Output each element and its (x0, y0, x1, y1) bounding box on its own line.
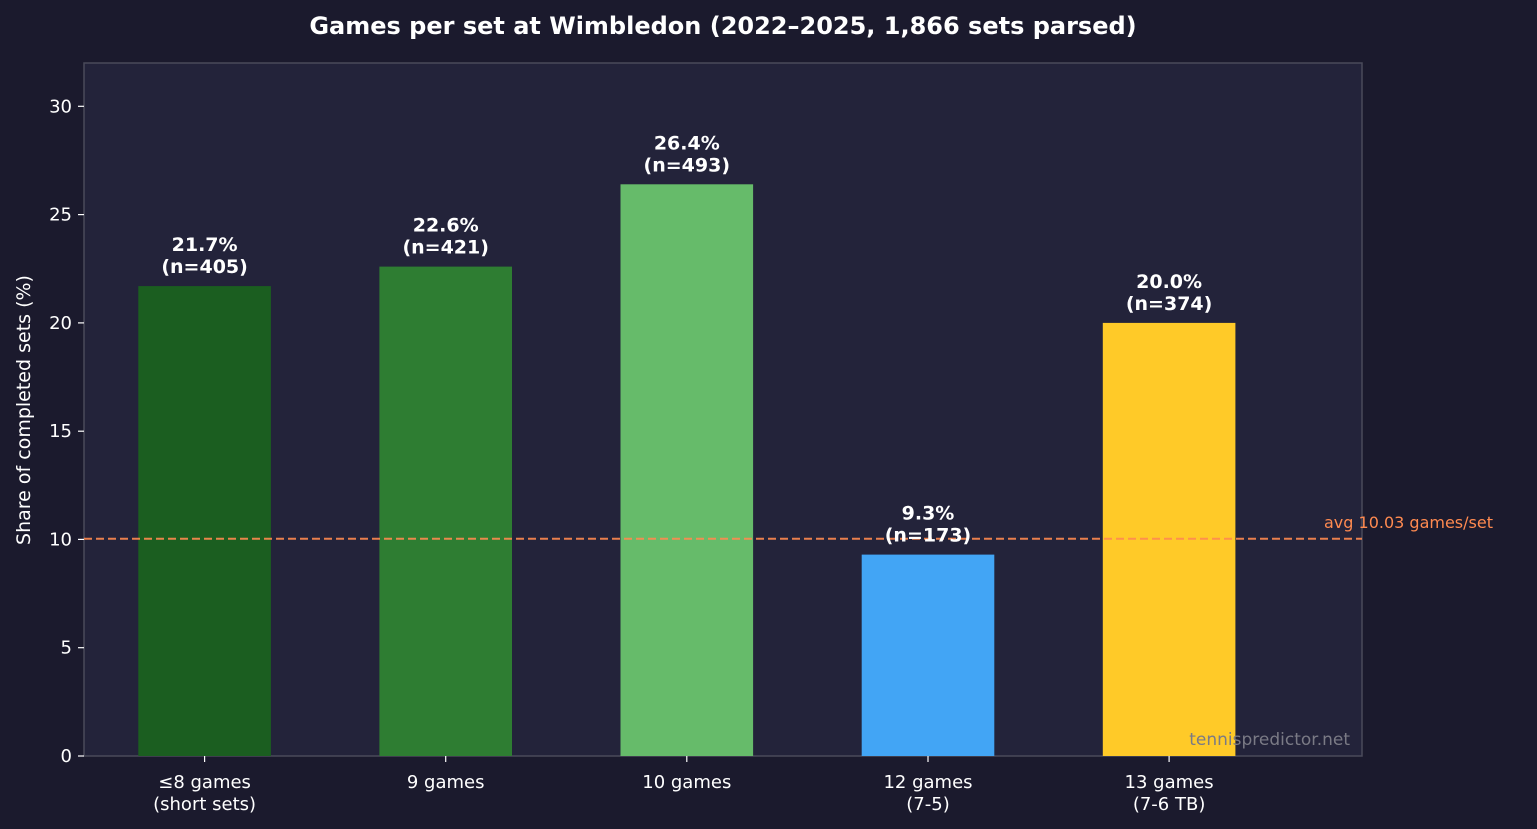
x-tick-label-line: 13 games (1125, 772, 1214, 793)
y-axis-label: Share of completed sets (%) (13, 275, 35, 545)
y-tick-label: 5 (61, 638, 72, 659)
bar-value-label: 22.6% (413, 215, 479, 237)
bar (138, 286, 271, 756)
watermark: tennispredictor.net (1189, 730, 1350, 750)
bar-value-label: 26.4% (654, 132, 720, 154)
x-tick-label-line: (7-6 TB) (1133, 794, 1206, 815)
y-tick-label: 20 (49, 313, 72, 334)
x-axis: ≤8 games (short sets) 9 games 10 games 12 ga… (153, 756, 1214, 815)
x-tick-label: ≤8 games (short sets) (153, 772, 256, 815)
bar-value-label: 21.7% (172, 234, 238, 256)
x-tick-label-line: 9 games (407, 772, 485, 793)
x-tick-label-line: 12 games (883, 772, 972, 793)
bar-labels: 21.7%(n=405) 22.6%(n=421) 26.4%(n=493) 9.3%… (161, 132, 1212, 546)
y-tick-label: 15 (49, 421, 72, 442)
x-tick-label-line: (short sets) (153, 794, 256, 815)
x-tick-label: 10 games (642, 772, 731, 793)
bar-count-label: (n=374) (1126, 293, 1212, 315)
x-tick-label-line: (7-5) (906, 794, 949, 815)
reference-line-group: avg 10.03 games/set (84, 513, 1493, 540)
bar (379, 266, 512, 756)
y-tick-label: 0 (61, 746, 72, 767)
y-tick-label: 30 (49, 96, 72, 117)
x-tick-label-line: 10 games (642, 772, 731, 793)
x-tick-label: 13 games (7-6 TB) (1125, 772, 1214, 815)
bar (620, 184, 754, 757)
bar (861, 554, 995, 756)
x-tick-label: 12 games (7-5) (883, 772, 972, 815)
average-reference-label: avg 10.03 games/set (1324, 513, 1493, 532)
chart-title: Games per set at Wimbledon (2022–2025, 1… (309, 12, 1136, 40)
y-axis: 0 5 10 15 20 25 30 (49, 96, 84, 767)
bar-value-label: 20.0% (1136, 271, 1202, 293)
y-tick-label: 10 (49, 529, 72, 550)
bar-count-label: (n=173) (885, 525, 971, 547)
y-tick-label: 25 (49, 205, 72, 226)
x-tick-label-line: ≤8 games (158, 772, 251, 793)
bar-count-label: (n=421) (402, 237, 488, 259)
bar-value-label: 9.3% (902, 503, 955, 525)
bar-count-label: (n=405) (161, 256, 247, 278)
x-tick-label: 9 games (407, 772, 485, 793)
bar-count-label: (n=493) (644, 154, 730, 176)
